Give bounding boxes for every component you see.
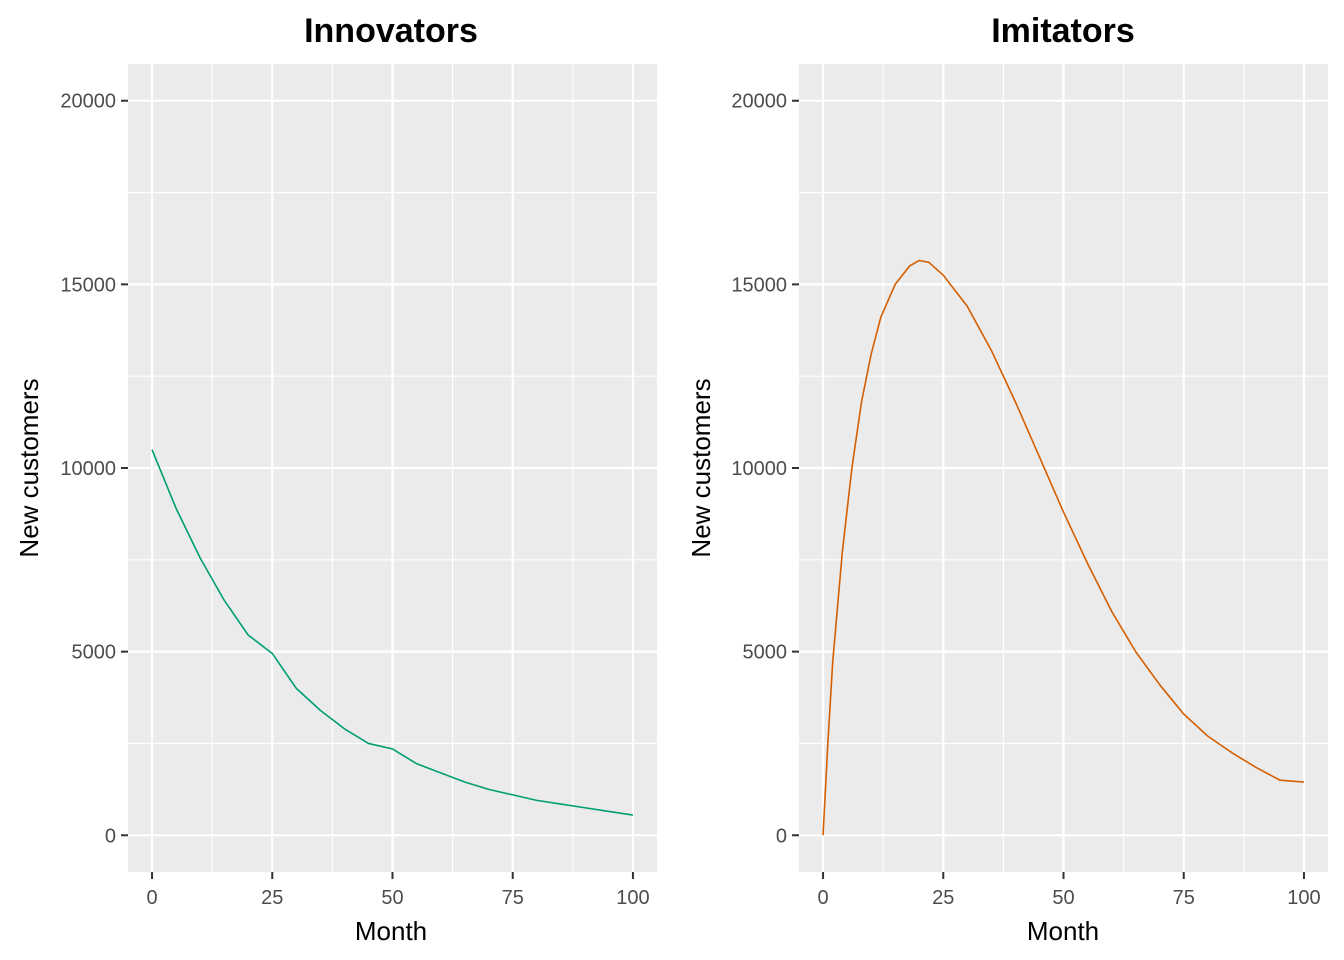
innovators-x-tick-label: 0 [146, 887, 157, 909]
imitators-x-tick-label: 0 [817, 887, 828, 909]
innovators-y-tick-label: 10000 [60, 458, 116, 480]
imitators-x-axis-title: Month [1027, 916, 1099, 946]
innovators-series-line [151, 449, 634, 816]
imitators-y-tick-label: 20000 [731, 91, 787, 113]
innovators-y-tick-label: 15000 [60, 274, 116, 296]
innovators-y-tick-label: 5000 [72, 642, 117, 664]
innovators-y-axis-title: New customers [14, 378, 44, 557]
imitators-x-tick-label: 25 [932, 887, 954, 909]
innovators-x-tick-label: 100 [616, 887, 649, 909]
imitators-chart: 0 25 50 75 100 0 5000 10000 15000 20000 Imitators M… [686, 12, 1328, 946]
imitators-x-tick-label: 50 [1052, 887, 1074, 909]
imitators-y-tick-label: 10000 [731, 458, 787, 480]
innovators-x-tick-label: 50 [381, 887, 403, 909]
imitators-y-tick-label: 0 [776, 825, 787, 847]
imitators-series-line [822, 259, 1305, 836]
imitators-y-axis-title: New customers [686, 378, 716, 557]
innovators-x-tick-label: 75 [502, 887, 524, 909]
innovators-y-tick-label: 20000 [60, 91, 116, 113]
imitators-chart-title: Imitators [991, 12, 1135, 50]
innovators-x-axis-title: Month [355, 916, 427, 946]
innovators-y-tick-label: 0 [105, 825, 116, 847]
innovators-chart-title: Innovators [304, 12, 478, 50]
imitators-x-tick-label: 75 [1173, 887, 1195, 909]
innovators-x-tick-label: 25 [261, 887, 283, 909]
imitators-y-tick-label: 5000 [743, 642, 788, 664]
imitators-y-tick-label: 15000 [731, 274, 787, 296]
innovators-chart: 0 25 50 75 100 0 5000 10000 15000 20000 Innovators… [14, 12, 657, 946]
imitators-x-tick-label: 100 [1287, 887, 1320, 909]
